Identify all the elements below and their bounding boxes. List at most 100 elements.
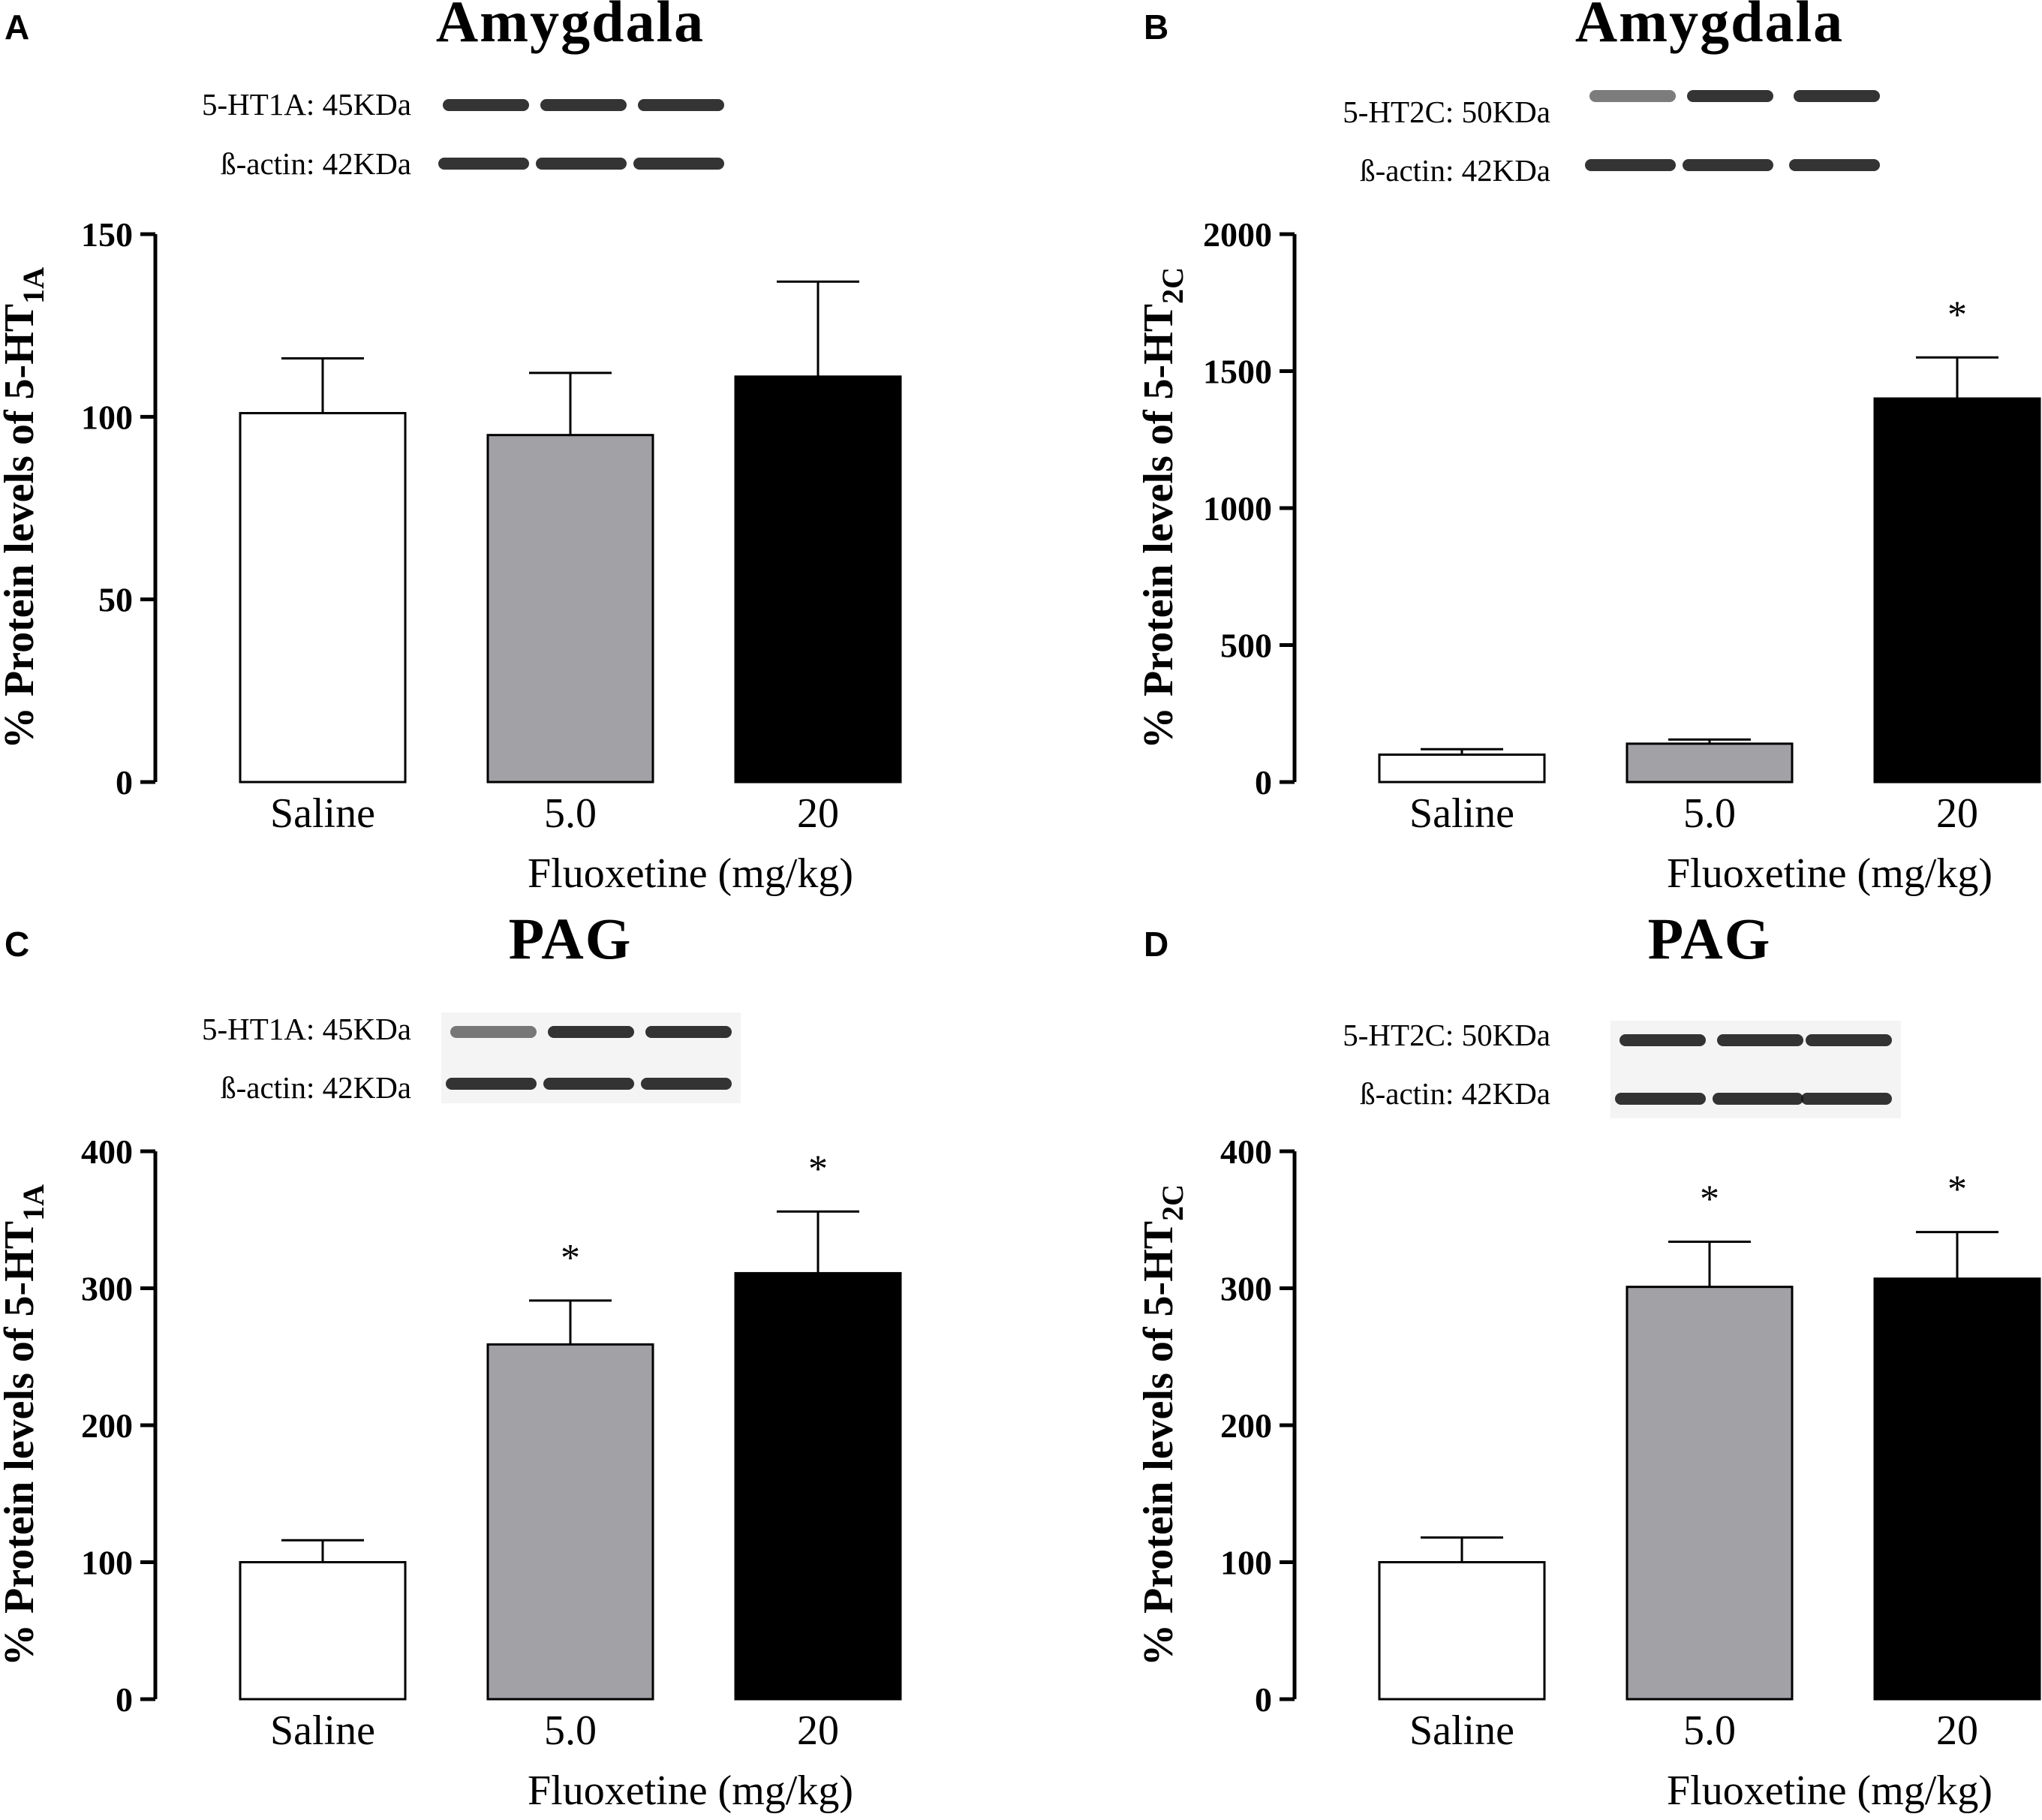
panel-letter: C: [5, 925, 29, 964]
x-tick-label: 5.0: [544, 1707, 597, 1754]
y-axis-label-subscript: 2C: [1156, 1184, 1189, 1221]
x-axis-label: Fluoxetine (mg/kg): [1667, 850, 1992, 897]
western-blot-image: [441, 1012, 741, 1103]
chart-title: Amygdala: [1575, 0, 1844, 54]
blot-band-actin: [1801, 1093, 1892, 1105]
y-axis-label-main: % Protein levels of 5-HT: [0, 304, 43, 749]
y-tick-label: 0: [116, 1680, 133, 1719]
western-blot-image: [1610, 1021, 1901, 1118]
chart-title: PAG: [509, 906, 633, 971]
x-tick-label: 20: [797, 1707, 839, 1754]
y-tick-label: 300: [81, 1270, 133, 1308]
blot-label-receptor: 5-HT2C: 50KDa: [1343, 1018, 1550, 1052]
x-tick-label: Saline: [270, 790, 375, 837]
bar-5-0: [486, 1343, 654, 1701]
panel-d: D PAG 5-HT2C: 50KDa ß-actin: 42KDa 0 100 200 30…: [1135, 906, 2041, 1814]
bar-saline: [1378, 1561, 1546, 1701]
x-tick-label: Saline: [1409, 790, 1514, 837]
x-tick-label: 5.0: [1683, 790, 1736, 837]
blot-band-receptor: [1687, 90, 1773, 102]
y-tick-label: 300: [1220, 1270, 1272, 1308]
bar-saline: [1378, 754, 1546, 784]
blot-band-actin: [438, 158, 529, 170]
blot-band-actin: [1713, 1093, 1803, 1105]
x-axis-label: Fluoxetine (mg/kg): [528, 1767, 853, 1814]
blot-label-receptor: 5-HT2C: 50KDa: [1343, 95, 1550, 129]
y-axis-label-main: % Protein levels of 5-HT: [1135, 1221, 1182, 1666]
y-tick-label: 400: [81, 1133, 133, 1171]
y-axis-label-main: % Protein levels of 5-HT: [0, 1221, 43, 1666]
y-tick-label: 2000: [1203, 215, 1272, 254]
panel-a: A Amygdala 5-HT1A: 45KDa ß-actin: 42KDa 0 50 1…: [0, 0, 902, 897]
y-axis-label-main: % Protein levels of 5-HT: [1135, 304, 1182, 749]
panel-letter: A: [5, 8, 29, 47]
significance-marker: *: [808, 1148, 828, 1190]
blot-band-receptor: [638, 99, 724, 111]
blot-band-receptor: [1806, 1034, 1892, 1046]
significance-marker: *: [1700, 1178, 1719, 1220]
western-blot-image: [1585, 90, 1880, 171]
western-blot-image: [438, 99, 724, 170]
significance-marker: *: [561, 1237, 580, 1280]
x-tick-label: 20: [1936, 1707, 1978, 1754]
y-tick-label: 0: [116, 763, 133, 802]
blot-band-actin: [1585, 159, 1676, 171]
blot-band-receptor: [645, 1026, 732, 1038]
significance-marker: *: [1947, 1169, 1967, 1211]
x-tick-label: 20: [797, 790, 839, 837]
blot-band-receptor: [443, 99, 529, 111]
x-tick-label: Saline: [1409, 1707, 1514, 1754]
bar-5-0: [486, 434, 654, 784]
blot-band-receptor: [1717, 1034, 1803, 1046]
y-tick-label: 0: [1255, 1680, 1272, 1719]
blot-band-receptor: [540, 99, 627, 111]
y-tick-label: 200: [81, 1406, 133, 1445]
y-tick-label: 1000: [1203, 489, 1272, 528]
y-tick-label: 100: [81, 1544, 133, 1582]
blot-band-actin: [641, 1078, 732, 1090]
y-tick-label: 400: [1220, 1133, 1272, 1171]
blot-band-receptor: [548, 1026, 634, 1038]
x-axis-label: Fluoxetine (mg/kg): [1667, 1767, 1992, 1814]
blot-band-receptor: [1794, 90, 1880, 102]
chart-title: PAG: [1648, 906, 1772, 971]
blot-band-actin: [1683, 159, 1773, 171]
blot-band-receptor: [1619, 1034, 1706, 1046]
y-axis-label: % Protein levels of 5-HT1A: [0, 1184, 50, 1666]
blot-label-actin: ß-actin: 42KDa: [221, 1070, 411, 1105]
panel-letter: D: [1144, 925, 1168, 964]
y-axis-label-subscript: 1A: [17, 267, 50, 304]
y-tick-label: 100: [81, 398, 133, 436]
blot-label-receptor: 5-HT1A: 45KDa: [202, 1012, 411, 1046]
y-tick-label: 100: [1220, 1544, 1272, 1582]
blot-band-actin: [1789, 159, 1880, 171]
x-tick-label: 20: [1936, 790, 1978, 837]
blot-label-actin: ß-actin: 42KDa: [1360, 153, 1550, 188]
bar-20: [1873, 397, 2041, 784]
blot-label-receptor: 5-HT1A: 45KDa: [202, 87, 411, 122]
blot-band-actin: [543, 1078, 634, 1090]
bar-20: [1873, 1277, 2041, 1701]
y-tick-label: 1500: [1203, 353, 1272, 391]
y-tick-label: 500: [1220, 627, 1272, 665]
blot-band-receptor: [1589, 90, 1676, 102]
bar-5-0: [1625, 1286, 1794, 1701]
blot-band-actin: [633, 158, 724, 170]
blot-band-actin: [446, 1078, 537, 1090]
chart-title: Amygdala: [436, 0, 705, 54]
bar-20: [734, 1271, 902, 1701]
y-axis-label-subscript: 1A: [17, 1184, 50, 1221]
y-axis-label: % Protein levels of 5-HT2C: [1135, 1184, 1189, 1666]
bar-saline: [239, 411, 407, 784]
y-tick-label: 0: [1255, 763, 1272, 802]
bar-20: [734, 375, 902, 784]
bar-5-0: [1625, 742, 1794, 784]
bar-saline: [239, 1561, 407, 1701]
blot-band-actin: [1615, 1093, 1706, 1105]
y-axis-label: % Protein levels of 5-HT2C: [1135, 267, 1189, 749]
x-tick-label: 5.0: [544, 790, 597, 837]
panel-letter: B: [1144, 8, 1168, 47]
blot-band-actin: [536, 158, 627, 170]
blot-label-actin: ß-actin: 42KDa: [1360, 1076, 1550, 1111]
